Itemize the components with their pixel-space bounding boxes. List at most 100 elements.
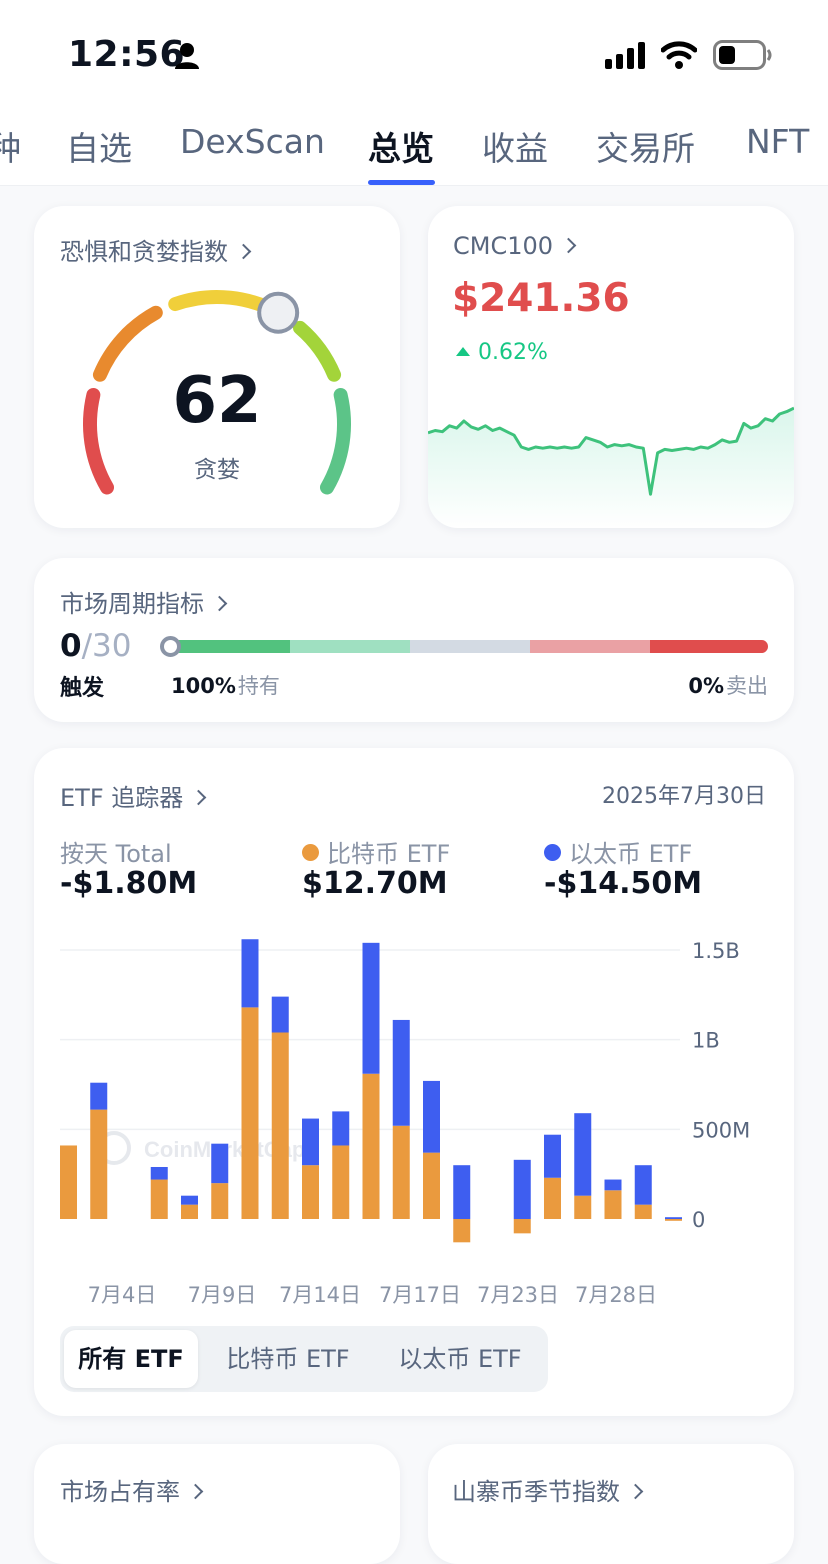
bar-eth-etf[interactable] <box>362 942 380 1074</box>
x-tick-label: 7月17日 <box>379 1283 461 1307</box>
bar-btc-etf[interactable] <box>665 1219 682 1221</box>
bar-eth-etf[interactable] <box>211 1143 229 1184</box>
bar-btc-etf[interactable] <box>574 1195 592 1219</box>
bar-btc-etf[interactable] <box>544 1177 561 1219</box>
bar-eth-etf[interactable] <box>604 1179 622 1191</box>
bar-eth-etf[interactable] <box>392 1019 410 1126</box>
y-tick-label: 0 <box>692 1208 705 1232</box>
bar-eth-etf[interactable] <box>332 1111 350 1146</box>
bar-eth-etf[interactable] <box>574 1113 592 1196</box>
etf-tracker-card: ETF 追踪器 2025年7月30日 按天 Total -$1.80M 比特币 … <box>34 748 794 1416</box>
cmc100-change: 0.62% <box>456 340 548 365</box>
market-cycle-title[interactable]: 市场周期指标 <box>60 584 228 619</box>
tab-exchanges[interactable]: 交易所 <box>596 129 695 168</box>
tab-overview[interactable]: 总览 <box>368 129 434 168</box>
x-tick-label: 7月9日 <box>188 1283 257 1307</box>
market-cycle-trigger-label: 触发 <box>60 676 105 701</box>
tab-dexscan[interactable]: DexScan <box>180 122 325 161</box>
etf-filter-segmented-control: 所有 ETF 比特币 ETF 以太币 ETF <box>60 1326 548 1392</box>
fear-greed-gauge <box>83 290 351 495</box>
x-tick-label: 7月28日 <box>575 1283 657 1307</box>
fear-greed-card[interactable]: 恐惧和贪婪指数 62 贪婪 <box>34 206 400 528</box>
y-tick-label: 1B <box>692 1029 720 1053</box>
market-share-title[interactable]: 市场占有率 <box>60 1472 204 1507</box>
chevron-right-icon <box>560 237 577 254</box>
etf-btc-value: $12.70M <box>302 866 448 901</box>
y-tick-label: 1.5B <box>692 939 740 963</box>
etf-eth-value: -$14.50M <box>544 866 703 901</box>
bar-eth-etf[interactable] <box>423 1080 440 1153</box>
btc-legend-dot <box>302 844 319 861</box>
bar-eth-etf[interactable] <box>90 1082 108 1110</box>
status-time: 12:56 <box>68 34 186 75</box>
cycle-bar-segment-sell <box>650 640 768 653</box>
bar-eth-etf[interactable] <box>271 996 289 1033</box>
cycle-indicator-knob <box>160 636 181 657</box>
bar-btc-etf[interactable] <box>241 1007 259 1219</box>
bar-eth-etf[interactable] <box>302 1118 319 1166</box>
bar-btc-etf[interactable] <box>60 1145 77 1219</box>
bar-eth-etf[interactable] <box>665 1217 682 1219</box>
altcoin-season-title[interactable]: 山寨币季节指数 <box>452 1472 644 1507</box>
tab-nft[interactable]: NFT <box>746 122 810 161</box>
etf-title[interactable]: ETF 追踪器 <box>60 778 207 813</box>
sparkline-area <box>428 408 794 528</box>
bar-btc-etf[interactable] <box>392 1125 410 1219</box>
bar-btc-etf[interactable] <box>362 1073 380 1219</box>
bar-btc-etf[interactable] <box>181 1204 198 1219</box>
bar-btc-etf[interactable] <box>453 1219 471 1243</box>
x-tick-label: 7月4日 <box>88 1283 157 1307</box>
filter-eth-etf[interactable]: 以太币 ETF <box>398 1345 522 1373</box>
bar-eth-etf[interactable] <box>150 1166 168 1180</box>
etf-eth-label: 以太币 ETF <box>544 834 692 869</box>
battery-icon <box>713 40 772 70</box>
fear-greed-title[interactable]: 恐惧和贪婪指数 <box>60 232 252 267</box>
bar-btc-etf[interactable] <box>211 1183 229 1219</box>
bar-btc-etf[interactable] <box>90 1109 108 1219</box>
cycle-bar-segment-hold-light <box>290 640 410 653</box>
status-bar: 12:56 <box>0 0 828 110</box>
bar-eth-etf[interactable] <box>453 1165 471 1219</box>
chevron-right-icon <box>187 1483 204 1500</box>
bar-eth-etf[interactable] <box>634 1165 652 1205</box>
x-tick-label: 7月14日 <box>279 1283 361 1307</box>
y-tick-label: 500M <box>692 1118 750 1142</box>
altcoin-season-card[interactable]: 山寨币季节指数 <box>428 1444 794 1564</box>
bar-btc-etf[interactable] <box>332 1145 350 1219</box>
wifi-icon <box>661 41 697 69</box>
bar-btc-etf[interactable] <box>423 1152 440 1219</box>
bar-btc-etf[interactable] <box>150 1179 168 1219</box>
filter-all-etf[interactable]: 所有 ETF <box>64 1330 198 1388</box>
eth-legend-dot <box>544 844 561 861</box>
bar-eth-etf[interactable] <box>181 1195 198 1205</box>
cmc100-sparkline <box>428 406 794 528</box>
bar-eth-etf[interactable] <box>241 939 259 1008</box>
market-share-card[interactable]: 市场占有率 <box>34 1444 400 1564</box>
tab-yield[interactable]: 收益 <box>482 129 548 168</box>
bar-btc-etf[interactable] <box>604 1190 622 1219</box>
bar-btc-etf[interactable] <box>271 1032 289 1219</box>
category-tabs: 种 自选 DexScan 总览 收益 交易所 NFT <box>0 110 828 186</box>
bar-btc-etf[interactable] <box>513 1219 531 1234</box>
cmc100-card[interactable]: CMC100 $241.36 0.62% <box>428 206 794 528</box>
active-tab-indicator <box>368 180 435 185</box>
tab-watchlist[interactable]: 自选 <box>66 129 132 168</box>
etf-btc-label: 比特币 ETF <box>302 834 450 869</box>
gauge-segment-greed-extreme <box>319 387 351 495</box>
filter-btc-etf[interactable]: 比特币 ETF <box>226 1345 350 1373</box>
bar-eth-etf[interactable] <box>544 1134 561 1178</box>
cmc100-title[interactable]: CMC100 <box>453 232 577 260</box>
gauge-segment-greed <box>292 320 342 382</box>
etf-total-value: -$1.80M <box>60 866 198 901</box>
gauge-indicator-knob <box>257 291 300 334</box>
chevron-right-icon <box>190 789 207 806</box>
market-cycle-sell: 0%卖出 <box>688 674 768 698</box>
tab-partial[interactable]: 种 <box>0 122 21 170</box>
cycle-bar-segment-hold <box>170 640 290 653</box>
etf-total-label: 按天 Total <box>60 840 172 868</box>
signal-icon <box>605 42 645 69</box>
bar-eth-etf[interactable] <box>513 1159 531 1219</box>
bar-btc-etf[interactable] <box>634 1204 652 1219</box>
bar-btc-etf[interactable] <box>302 1165 319 1219</box>
